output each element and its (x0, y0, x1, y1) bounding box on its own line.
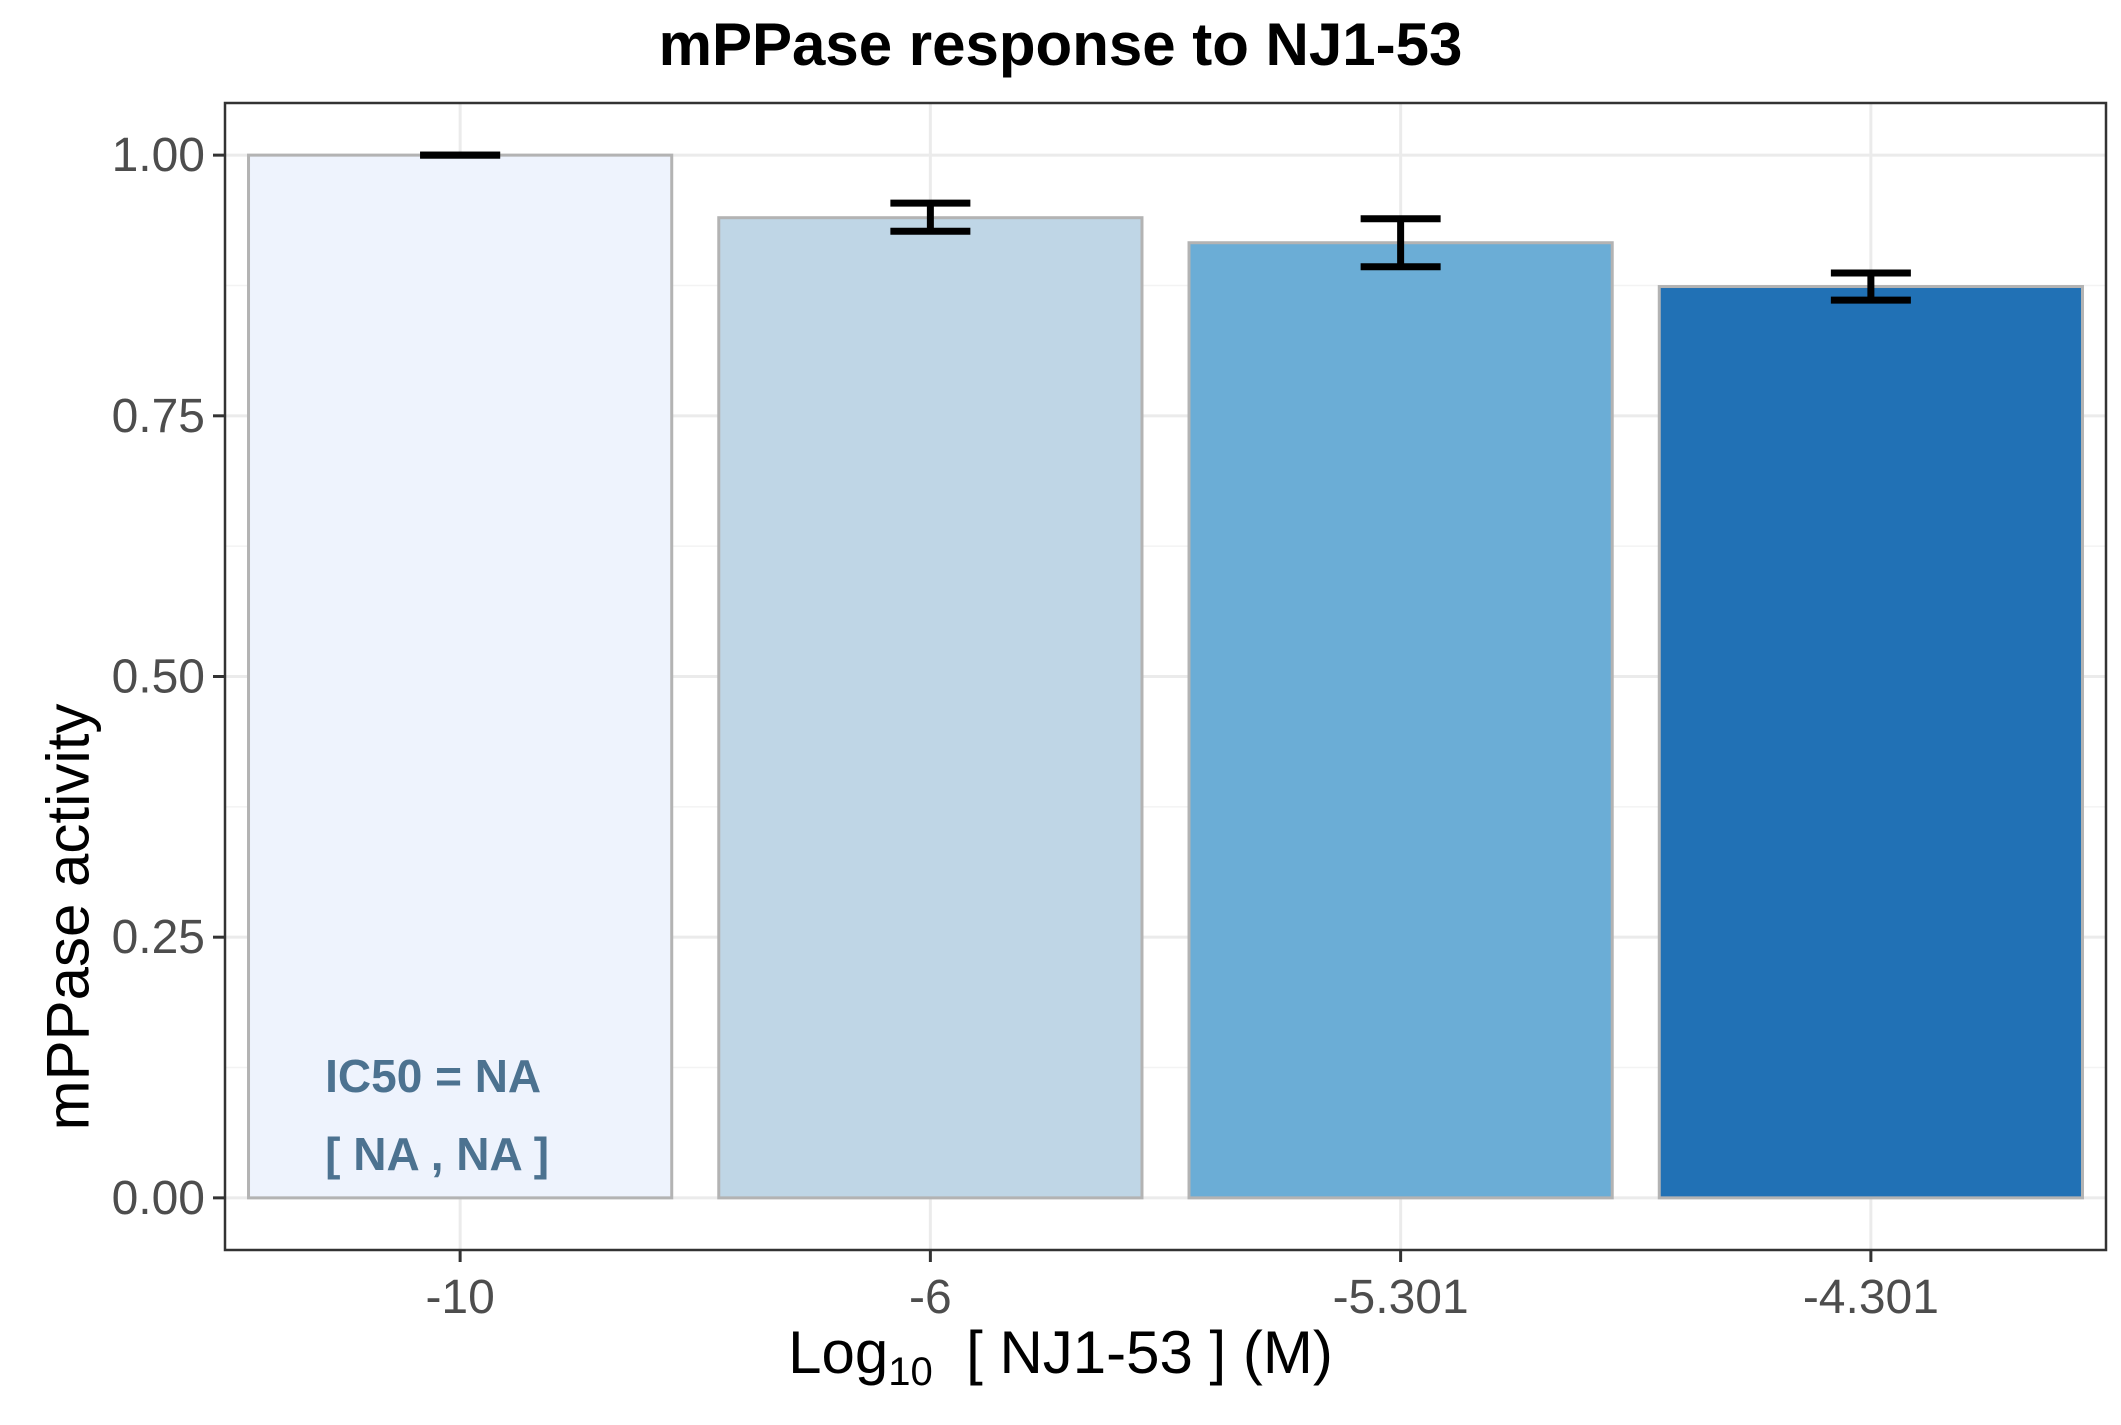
y-tick-label: 0.75 (112, 390, 205, 443)
bar--6 (717, 216, 1144, 1200)
chart-title: mPPase response to NJ1-53 (658, 11, 1463, 78)
bar--10 (247, 153, 674, 1200)
ic50-annotation-line: [ NA , NA ] (325, 1128, 549, 1180)
y-tick-label: 1.00 (112, 129, 205, 182)
y-tick-label: 0.50 (112, 651, 205, 704)
x-axis-label: Log10 [ NJ1-53 ] (M) (0, 1318, 2121, 1395)
x-tick-label: -6 (909, 1271, 952, 1324)
x-axis-label-suffix: [ NJ1-53 ] (M) (932, 1319, 1333, 1386)
x-axis-label-subscript: 10 (888, 1350, 933, 1394)
y-tick-label: 0.00 (112, 1172, 205, 1225)
ic50-annotation-line: IC50 = NA (325, 1050, 541, 1102)
x-tick-label: -5.301 (1333, 1271, 1469, 1324)
x-tick-label: -4.301 (1803, 1271, 1939, 1324)
x-axis-label-prefix: Log (788, 1319, 889, 1386)
bar--5.301 (1187, 241, 1614, 1200)
x-tick-label: -10 (425, 1271, 494, 1324)
bar--4.301 (1657, 285, 2084, 1200)
y-tick-label: 0.25 (112, 911, 205, 964)
y-axis-label: mPPase activity (34, 703, 102, 1131)
